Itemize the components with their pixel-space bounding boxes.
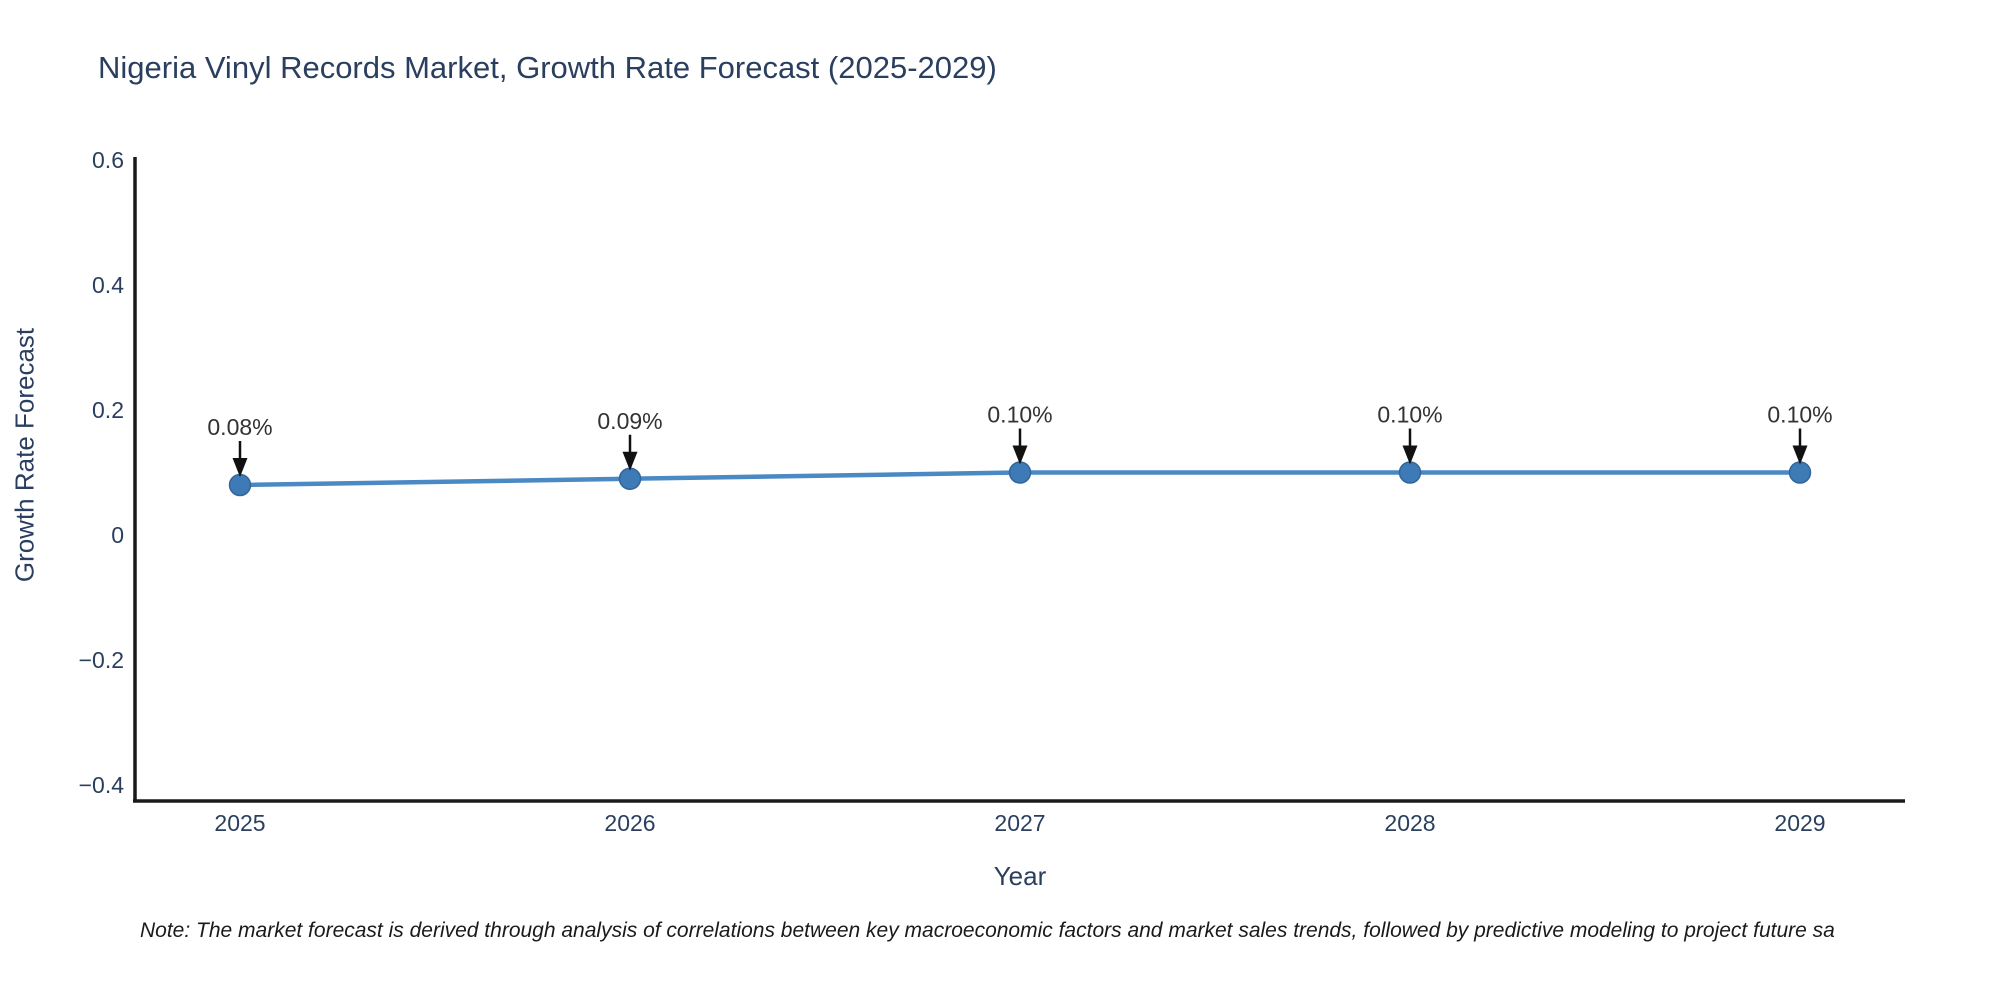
annotation-label: 0.10% — [987, 402, 1052, 428]
annotation-label: 0.09% — [597, 408, 662, 434]
data-point-marker — [1008, 461, 1032, 484]
x-axis-title: Year — [993, 861, 1047, 891]
annotation-arrowhead — [1792, 445, 1808, 465]
annotation-arrowhead — [232, 458, 248, 477]
data-point-marker — [1398, 461, 1422, 484]
y-tick-label: 0.2 — [92, 397, 124, 423]
x-tick-label: 2027 — [994, 810, 1045, 836]
annotation-label: 0.08% — [207, 414, 272, 440]
x-tick-label: 2025 — [214, 810, 265, 836]
annotation-label: 0.10% — [1767, 402, 1832, 428]
annotation-arrowhead — [1402, 445, 1418, 465]
x-tick-label: 2026 — [604, 810, 655, 836]
annotation-arrowhead — [1012, 445, 1028, 465]
x-tick-label: 2028 — [1384, 810, 1435, 836]
annotation-label: 0.10% — [1377, 402, 1442, 428]
y-tick-label: 0.6 — [92, 147, 124, 173]
data-point-marker — [618, 467, 642, 490]
y-axis-title: Growth Rate Forecast — [9, 327, 40, 583]
y-tick-label: 0.4 — [92, 272, 124, 298]
x-tick-label: 2029 — [1774, 810, 1825, 836]
y-tick-label: 0 — [111, 522, 124, 548]
data-point-marker — [1788, 461, 1812, 484]
y-tick-label: −0.2 — [79, 647, 124, 673]
chart-title: Nigeria Vinyl Records Market, Growth Rat… — [98, 50, 997, 85]
annotation-arrowhead — [622, 451, 638, 471]
y-tick-label: −0.4 — [79, 772, 125, 798]
footnote: Note: The market forecast is derived thr… — [140, 919, 1835, 942]
data-point-marker — [228, 473, 252, 497]
